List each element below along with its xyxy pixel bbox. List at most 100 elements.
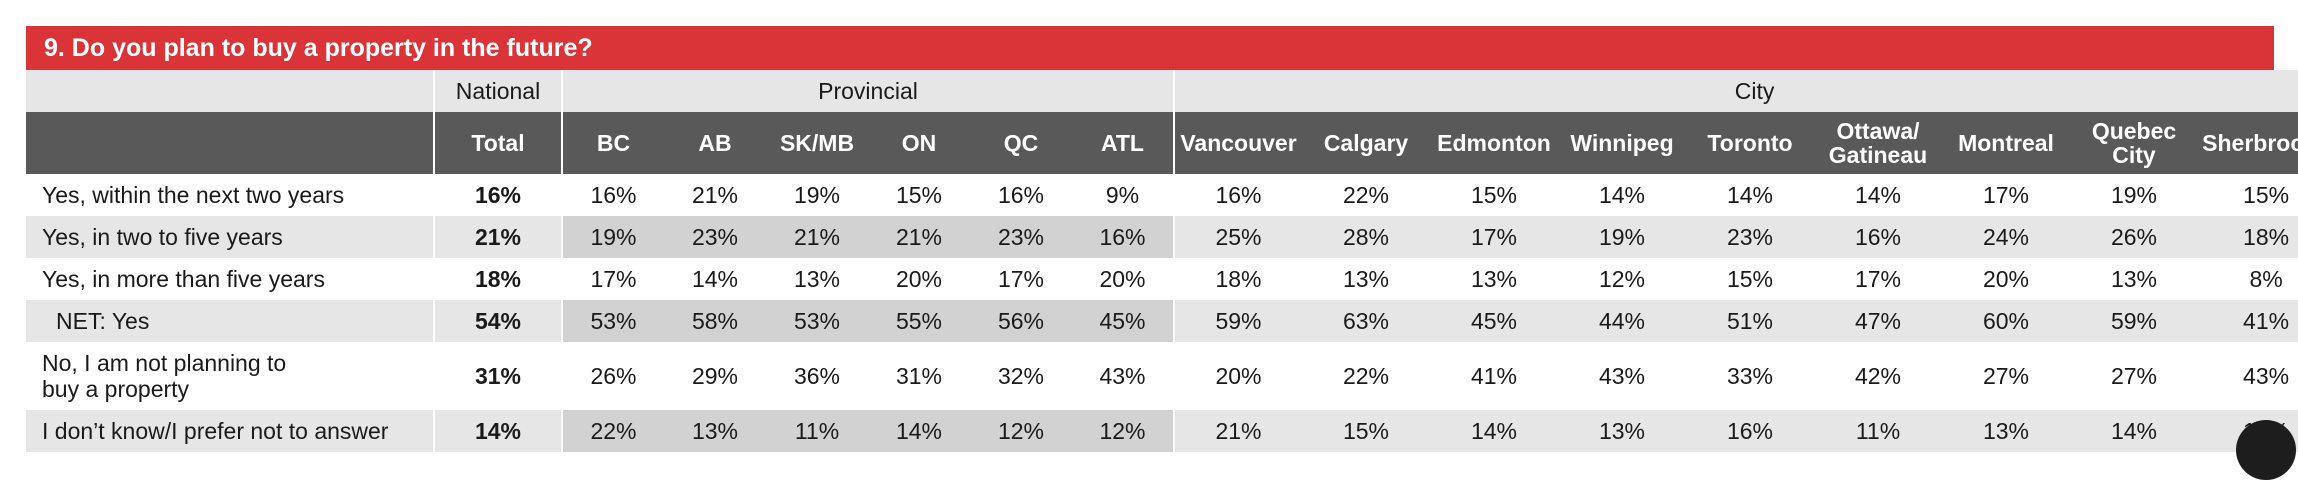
table-cell: 23%: [970, 216, 1072, 258]
row-label: Yes, in more than five years: [42, 265, 325, 292]
row-label: NET: Yes: [26, 300, 434, 342]
table-cell: 55%: [868, 300, 970, 342]
table-row: I don’t know/I prefer not to answer 14% 22…: [26, 410, 2298, 452]
column-header: Calgary: [1302, 112, 1430, 174]
column-header-blank: [26, 112, 434, 174]
table-cell: 54%: [433, 300, 562, 342]
table-cell: 19%: [561, 216, 664, 258]
table-cell: 56%: [970, 300, 1072, 342]
table-cell: 13%: [1470, 265, 1518, 292]
table-cell: 44%: [1558, 300, 1686, 342]
table-row: Yes, in two to five years 21% 19% 23% 21% 21%…: [26, 216, 2298, 258]
table-cell: 29%: [691, 362, 739, 389]
table-row: NET: Yes 54% 53% 58% 53% 55% 56% 45% 59% 63% 45% 44…: [26, 300, 2298, 342]
table-cell: 31%: [895, 362, 943, 389]
table-cell: 59%: [2070, 300, 2198, 342]
table-cell: 12%: [1598, 265, 1646, 292]
table-cell: 14%: [433, 410, 562, 452]
table-cell: 16%: [1072, 216, 1174, 258]
table-cell: 8%: [2249, 265, 2283, 292]
table-cell: 21%: [1173, 410, 1302, 452]
table-cell: 36%: [793, 362, 841, 389]
table-cell: 26%: [561, 342, 664, 410]
group-city: City: [1172, 70, 2298, 112]
table-row: Yes, in more than five years 18% 17% 14% 13%…: [26, 258, 2298, 300]
table-cell: 15%: [1470, 181, 1518, 208]
table-cell: 21%: [433, 216, 562, 258]
question-title: 9. Do you plan to buy a property in the …: [26, 26, 2274, 70]
table-cell: 14%: [1726, 181, 1774, 208]
column-header: Edmonton: [1430, 112, 1558, 174]
table-cell: 13%: [664, 410, 766, 452]
group-provincial: Provincial: [561, 70, 1174, 112]
table-cell: 21%: [691, 181, 739, 208]
column-header: Montreal: [1942, 112, 2070, 174]
table-cell: 45%: [1430, 300, 1558, 342]
table-cell: 16%: [1814, 216, 1942, 258]
table-cell: 14%: [1854, 181, 1902, 208]
table-cell: 53%: [766, 300, 868, 342]
table-cell: 14%: [2070, 410, 2198, 452]
table-cell: 45%: [1072, 300, 1174, 342]
table-cell: 17%: [1430, 216, 1558, 258]
table-cell: 13%: [2110, 265, 2158, 292]
table-cell: 60%: [1942, 300, 2070, 342]
table-cell: 16%: [997, 181, 1045, 208]
table-cell: 26%: [2070, 216, 2198, 258]
table-cell: 13%: [1558, 410, 1686, 452]
row-label: I don’t know/I prefer not to answer: [26, 410, 434, 452]
column-header: Vancouver: [1173, 112, 1302, 174]
table-cell: 41%: [1470, 362, 1518, 389]
group-national: National: [433, 70, 562, 112]
table-cell: 20%: [1099, 265, 1146, 292]
table-cell: 15%: [1302, 410, 1430, 452]
table-cell: 24%: [1942, 216, 2070, 258]
table-cell: 20%: [1982, 265, 2030, 292]
table-cell: 17%: [561, 258, 664, 300]
table-cell: 21%: [868, 216, 970, 258]
table-cell: 20%: [1173, 342, 1302, 410]
table-cell: 17%: [1854, 265, 1902, 292]
table-row: No, I am not planning to buy a property 3…: [26, 342, 2298, 410]
table-cell: 16%: [1173, 174, 1302, 216]
table-cell: 43%: [1099, 362, 1146, 389]
table-cell: 17%: [997, 265, 1045, 292]
results-table: National Provincial City Total BC AB SK/MB O…: [26, 70, 2298, 452]
table-cell: 18%: [2198, 216, 2298, 258]
table-cell: 13%: [1942, 410, 2070, 452]
column-header: Toronto: [1686, 112, 1814, 174]
table-cell: 14%: [868, 410, 970, 452]
table-cell: 18%: [433, 258, 562, 300]
column-header: Total: [433, 112, 562, 174]
table-cell: 13%: [793, 265, 841, 292]
table-cell: 22%: [1342, 181, 1390, 208]
table-cell: 19%: [2110, 181, 2158, 208]
table-cell: 18%: [1173, 258, 1302, 300]
table-cell: 15%: [2243, 181, 2290, 208]
table-cell: 27%: [2110, 362, 2158, 389]
table-cell: 17%: [1982, 181, 2030, 208]
corner-decoration: [2236, 420, 2296, 480]
table-cell: 33%: [1726, 362, 1774, 389]
table-cell: 14%: [691, 265, 739, 292]
table-cell: 21%: [766, 216, 868, 258]
table-cell: 22%: [1342, 362, 1390, 389]
group-header-blank: [26, 70, 434, 112]
table-cell: 16%: [561, 174, 664, 216]
column-header: SK/MB: [766, 112, 868, 174]
table-cell: 9%: [1105, 181, 1140, 208]
table-cell: 27%: [1982, 362, 2030, 389]
table-cell: 22%: [561, 410, 664, 452]
table-cell: 11%: [766, 410, 868, 452]
table-cell: 12%: [1072, 410, 1174, 452]
table-cell: 51%: [1686, 300, 1814, 342]
column-header: AB: [664, 112, 766, 174]
table-cell: 25%: [1173, 216, 1302, 258]
table-cell: 15%: [895, 181, 943, 208]
table-cell: 59%: [1173, 300, 1302, 342]
table-cell: 16%: [433, 174, 562, 216]
survey-table-frame: 9. Do you plan to buy a property in the …: [26, 26, 2298, 480]
table-cell: 14%: [1430, 410, 1558, 452]
table-cell: 41%: [2198, 300, 2298, 342]
table-cell: 28%: [1302, 216, 1430, 258]
